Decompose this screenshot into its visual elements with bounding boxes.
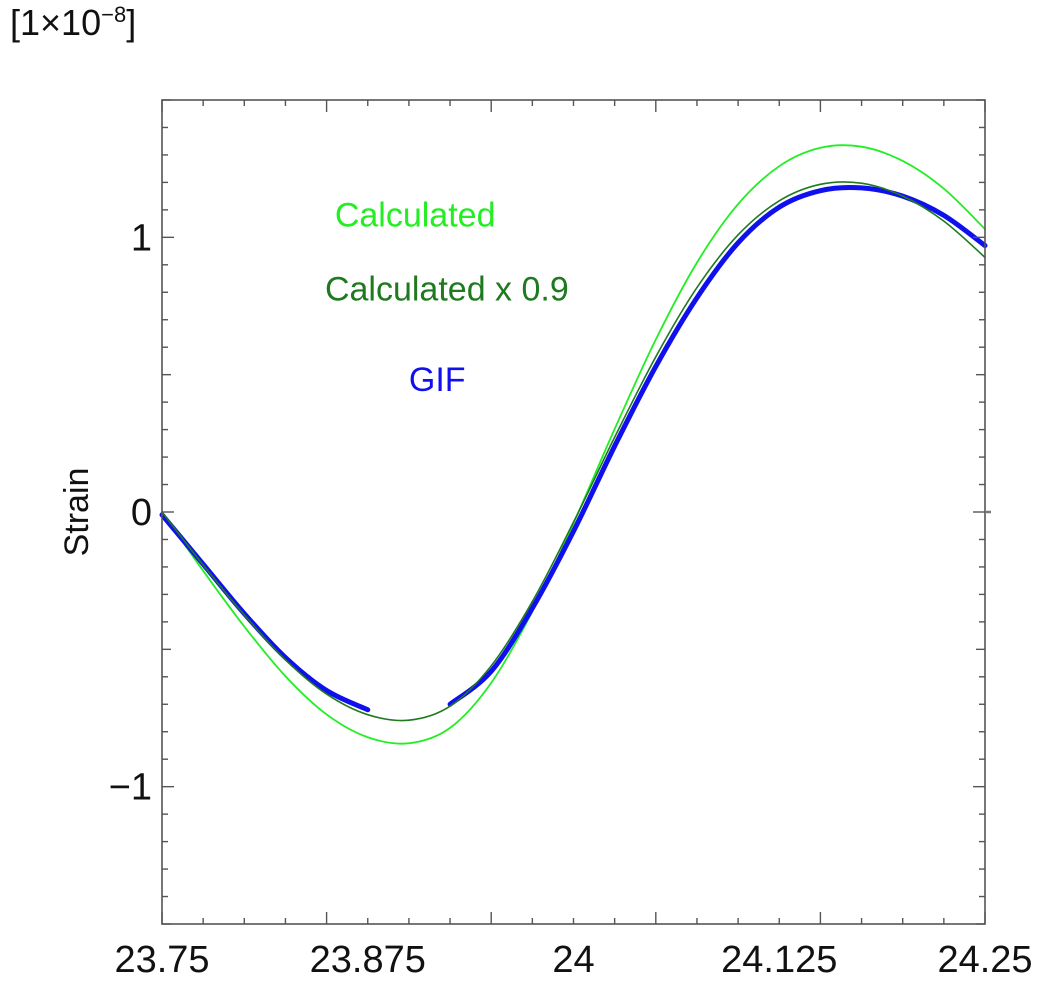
data-point-gif [449,703,451,705]
y-tick-label: 0 [131,492,152,534]
data-point-calculated [243,625,245,628]
data-point-calculated-x-0-9 [326,693,328,695]
scale-factor-label: [1×10−8] [10,2,136,44]
y-axis-label: Strain [58,468,96,557]
data-point-calculated [819,147,822,149]
data-point-calculated [737,203,739,205]
x-tick-label: 23.875 [310,939,426,981]
data-point-calculated [490,682,492,684]
data-point-calculated-x-0-9 [943,220,945,222]
data-point-calculated-x-0-9 [778,200,780,202]
data-point-calculated [326,713,328,716]
data-point-gif [284,656,287,659]
x-tick-label: 24 [552,939,594,981]
data-point-calculated-x-0-9 [819,183,822,185]
data-point-calculated-x-0-9 [531,600,533,603]
data-point-calculated-x-0-9 [243,614,245,616]
data-point-calculated [202,570,204,572]
axes-layer: 23.75 23.875 24 24.125 24.25 −1 0 1 [109,99,1033,981]
data-point-calculated [655,338,657,341]
data-point-calculated-x-0-9 [449,705,451,707]
x-tick-label: 24.125 [721,939,837,981]
data-point-calculated-x-0-9 [367,714,369,716]
data-point-calculated [943,188,945,190]
data-point-gif [655,365,657,368]
data-point-gif [490,670,492,672]
x-tick-label: 23.75 [114,939,209,981]
data-point-calculated [696,262,698,264]
data-point-calculated-x-0-9 [614,436,616,438]
data-point-gif [614,445,616,447]
plot-frame [161,99,986,925]
series-layer [159,144,988,745]
data-point-calculated-x-0-9 [202,564,204,566]
annotation-calculated: Calculated [335,196,496,234]
data-point-calculated-x-0-9 [902,195,904,197]
data-point-gif [778,206,780,208]
data-point-calculated [778,165,780,167]
scale-exponent: −8 [101,2,127,27]
scale-suffix: ] [126,2,137,43]
series-line-gif [159,512,371,713]
data-point-gif [860,187,863,189]
data-point-calculated [860,146,863,148]
data-point-gif [943,214,945,216]
series-line-calculated [161,144,986,745]
data-point-gif [367,709,369,711]
annotation-calculated-x-0-9: Calculated x 0.9 [325,271,569,309]
data-point-calculated-x-0-9 [490,665,492,667]
annotation-layer: Calculated Calculated x 0.9 GIF [325,196,569,399]
scale-prefix: [1×10 [10,2,102,43]
data-point-calculated-x-0-9 [284,659,287,661]
data-point-calculated [614,428,616,430]
data-point-calculated-x-0-9 [737,234,739,236]
data-point-calculated-x-0-9 [655,356,657,358]
data-point-calculated [408,742,410,744]
data-point-calculated-x-0-9 [696,286,698,289]
data-point-calculated-x-0-9 [408,719,410,721]
data-point-calculated-x-0-9 [860,182,863,184]
data-point-calculated [367,736,369,738]
data-point-calculated [449,727,451,729]
data-point-gif [737,242,739,244]
data-point-gif [572,530,575,532]
x-tick-label: 24.25 [937,939,1032,981]
series-line-calculated-x-0-9 [161,181,986,722]
data-point-gif [819,190,822,192]
data-point-calculated-x-0-9 [572,521,575,523]
data-point-gif [696,297,698,299]
y-tick-label: −1 [109,767,152,809]
y-tick-label: 1 [131,217,152,259]
data-point-gif [531,607,533,609]
data-point-calculated [284,675,287,677]
annotation-gif: GIF [409,361,466,399]
data-point-gif [326,689,328,692]
series-line-gif [447,184,988,707]
data-point-calculated [902,160,904,162]
